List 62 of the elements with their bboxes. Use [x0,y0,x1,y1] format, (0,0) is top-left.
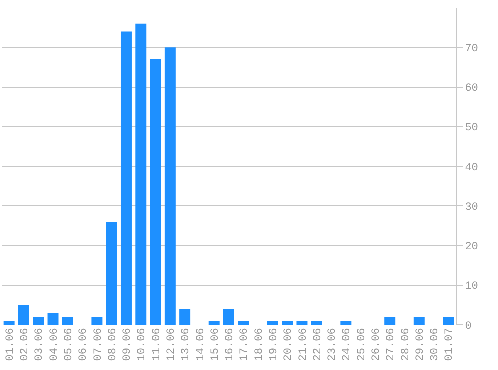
bar [92,317,103,325]
bar [224,309,234,325]
x-tick-label: 22.06 [312,328,324,362]
bar [340,321,352,325]
x-tick-label: 27.06 [386,328,398,362]
x-tick-label: 02.06 [20,328,32,362]
bar [48,313,59,325]
y-tick-label: 10 [465,281,478,294]
x-tick-label: 19.06 [268,328,281,362]
x-tick-label: 20.06 [283,328,296,362]
y-tick-label: 20 [465,242,478,254]
x-tick-label: 30.06 [430,328,442,362]
bar [106,222,118,325]
bar [311,321,322,325]
x-tick-label: 10.06 [136,328,149,362]
bar [296,321,308,325]
x-tick-label: 24.06 [342,328,354,362]
x-tick-label: 15.06 [210,328,222,362]
x-tick-label: 08.06 [107,328,120,362]
x-tick-label: 03.06 [34,328,46,362]
y-tick-label: 40 [465,162,478,174]
bar [180,309,191,325]
x-tick-label: 25.06 [356,328,368,362]
x-tick-label: 09.06 [122,328,134,362]
y-tick-label: 60 [465,83,478,96]
x-tick-label: 01.07 [444,328,456,362]
x-tick-label: 21.06 [298,328,310,362]
x-tick-label: 06.06 [78,328,90,362]
x-tick-label: 11.06 [151,328,164,362]
x-tick-label: 17.06 [239,328,252,362]
bar [282,321,294,325]
bar [4,321,15,325]
x-tick-label: 18.06 [254,328,266,362]
x-tick-label: 14.06 [195,328,208,362]
x-tick-label: 16.06 [224,328,237,362]
bar [267,321,278,325]
y-tick-label: 70 [465,43,478,56]
y-tick-label: 0 [465,320,472,333]
x-tick-label: 13.06 [180,328,193,362]
x-tick-label: 29.06 [414,328,427,362]
x-tick-label: 26.06 [371,328,384,362]
bar [150,60,162,325]
x-tick-label: 23.06 [327,328,340,362]
x-tick-label: 05.06 [63,328,76,362]
bar [443,317,454,325]
bar [208,321,220,325]
x-tick-label: 12.06 [166,328,178,362]
x-tick-label: 01.06 [4,328,17,362]
x-tick-label: 07.06 [92,328,105,362]
x-tick-label: 28.06 [400,328,412,362]
bar [33,317,44,325]
bar [136,24,147,325]
y-tick-label: 30 [465,202,478,214]
bar [18,305,30,325]
x-tick-label: 04.06 [48,328,61,362]
bar [238,321,250,325]
y-tick-label: 50 [465,122,478,135]
bar [384,317,396,325]
bar [414,317,425,325]
bar [62,317,74,325]
bar [164,48,176,325]
bar [120,32,132,325]
